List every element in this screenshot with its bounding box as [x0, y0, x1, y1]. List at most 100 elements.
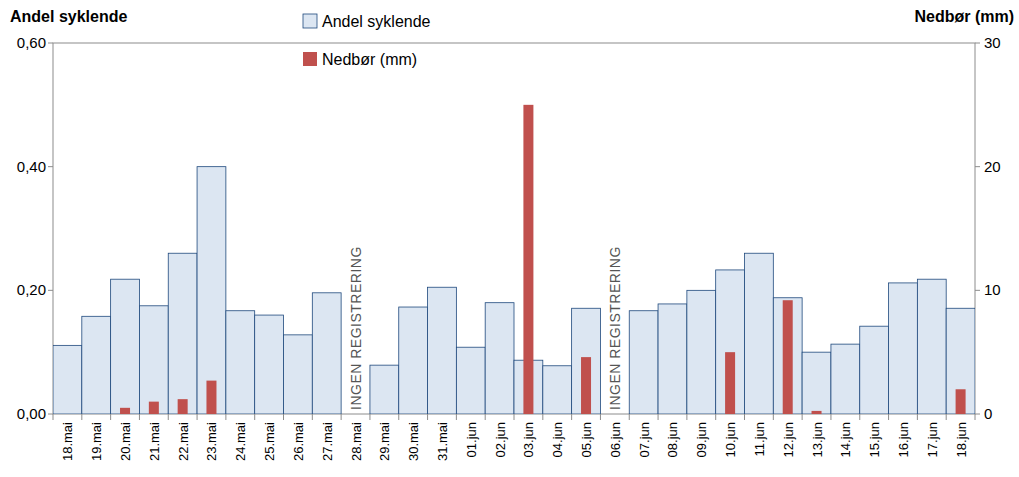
y2-tick-label: 20: [984, 158, 1001, 175]
share-bar: [370, 365, 399, 414]
x-tick-label: 27.mai: [320, 422, 335, 461]
x-tick-label: 28.mai: [349, 422, 364, 461]
y2-tick: [975, 414, 980, 415]
precip-bar: [178, 399, 188, 414]
precip-bar: [725, 352, 735, 414]
share-bar: [456, 347, 485, 414]
x-tick: [110, 414, 111, 420]
x-tick: [53, 414, 54, 420]
share-bar: [197, 167, 226, 414]
precip-bar: [495, 414, 505, 415]
x-tick: [946, 414, 947, 420]
y-tick-label: 0,20: [17, 281, 46, 298]
x-tick: [139, 414, 140, 420]
x-tick: [369, 414, 370, 420]
x-tick: [81, 414, 82, 420]
legend-swatch: [303, 52, 317, 66]
precip-bar: [206, 381, 216, 414]
x-tick-label: 20.mai: [118, 422, 133, 461]
x-tick: [658, 414, 659, 420]
x-tick-label: 31.mai: [435, 422, 450, 461]
precip-bar: [264, 414, 274, 415]
share-bar: [111, 279, 140, 414]
y2-tick: [975, 166, 980, 167]
x-tick: [888, 414, 889, 420]
y2-tick-label: 30: [984, 34, 1001, 51]
x-tick: [197, 414, 198, 420]
x-tick: [542, 414, 543, 420]
x-tick-label: 26.mai: [291, 422, 306, 461]
x-tick: [456, 414, 457, 420]
annotation: INGEN REGISTRERING: [607, 246, 623, 410]
y2-tick: [975, 290, 980, 291]
share-bar: [572, 308, 601, 414]
precip-bar: [437, 414, 447, 415]
share-bar: [773, 298, 802, 414]
x-tick-label: 11.jun: [752, 422, 767, 456]
x-tick: [975, 414, 976, 420]
precip-bar: [552, 414, 562, 415]
x-tick-label: 07.jun: [637, 422, 652, 457]
share-bar: [716, 270, 745, 414]
x-tick-label: 18.jun: [954, 422, 969, 457]
x-tick-label: 19.mai: [89, 422, 104, 461]
plot-frame: [53, 43, 975, 414]
share-bar: [831, 344, 860, 414]
share-bar: [629, 311, 658, 414]
share-bar: [687, 290, 716, 414]
x-tick-label: 17.jun: [925, 422, 940, 457]
y-tick: [48, 414, 53, 415]
y-tick: [48, 43, 53, 44]
x-tick: [773, 414, 774, 420]
share-bar: [543, 366, 572, 414]
precip-bar: [523, 105, 533, 414]
x-tick: [715, 414, 716, 420]
x-tick: [629, 414, 630, 420]
share-bar: [312, 293, 341, 414]
share-bar: [428, 287, 457, 414]
x-tick: [254, 414, 255, 420]
precip-bar: [783, 300, 793, 414]
legend-label: Andel syklende: [322, 13, 431, 30]
precip-bar: [351, 414, 361, 415]
marks: [53, 105, 975, 414]
x-tick: [341, 414, 342, 420]
annotation: INGEN REGISTRERING: [348, 246, 364, 410]
precip-bar: [581, 357, 591, 414]
precip-bar: [869, 414, 879, 415]
x-tick-label: 16.jun: [896, 422, 911, 457]
precip-bar: [120, 408, 130, 414]
legend-label: Nedbør (mm): [322, 51, 417, 68]
x-tick-label: 23.mai: [204, 422, 219, 461]
x-tick-label: 21.mai: [147, 422, 162, 461]
precip-bar: [466, 414, 476, 415]
share-bar: [284, 335, 313, 414]
precip-bar: [149, 402, 159, 414]
x-tick-label: 04.jun: [550, 422, 565, 457]
share-bar: [399, 307, 428, 414]
y2-tick: [975, 43, 980, 44]
x-tick: [802, 414, 803, 420]
share-bar: [485, 303, 514, 414]
x-tick-label: 29.mai: [377, 422, 392, 461]
precip-bar: [667, 414, 677, 415]
x-tick-label: 22.mai: [176, 422, 191, 461]
x-tick-label: 18.mai: [60, 422, 75, 461]
x-tick: [168, 414, 169, 420]
share-bar: [82, 316, 111, 414]
precip-bar: [956, 389, 966, 414]
share-bar: [658, 304, 687, 414]
x-tick: [917, 414, 918, 420]
x-tick-label: 12.jun: [781, 422, 796, 457]
share-bar: [139, 306, 168, 414]
y2-axis-title: Nedbør (mm): [914, 8, 1014, 25]
x-tick: [225, 414, 226, 420]
legend-swatch: [303, 14, 317, 28]
x-tick: [744, 414, 745, 420]
y-tick: [48, 166, 53, 167]
x-tick: [283, 414, 284, 420]
share-bar: [226, 311, 255, 414]
x-tick: [571, 414, 572, 420]
x-tick-label: 13.jun: [810, 422, 825, 457]
x-tick-label: 03.jun: [521, 422, 536, 457]
